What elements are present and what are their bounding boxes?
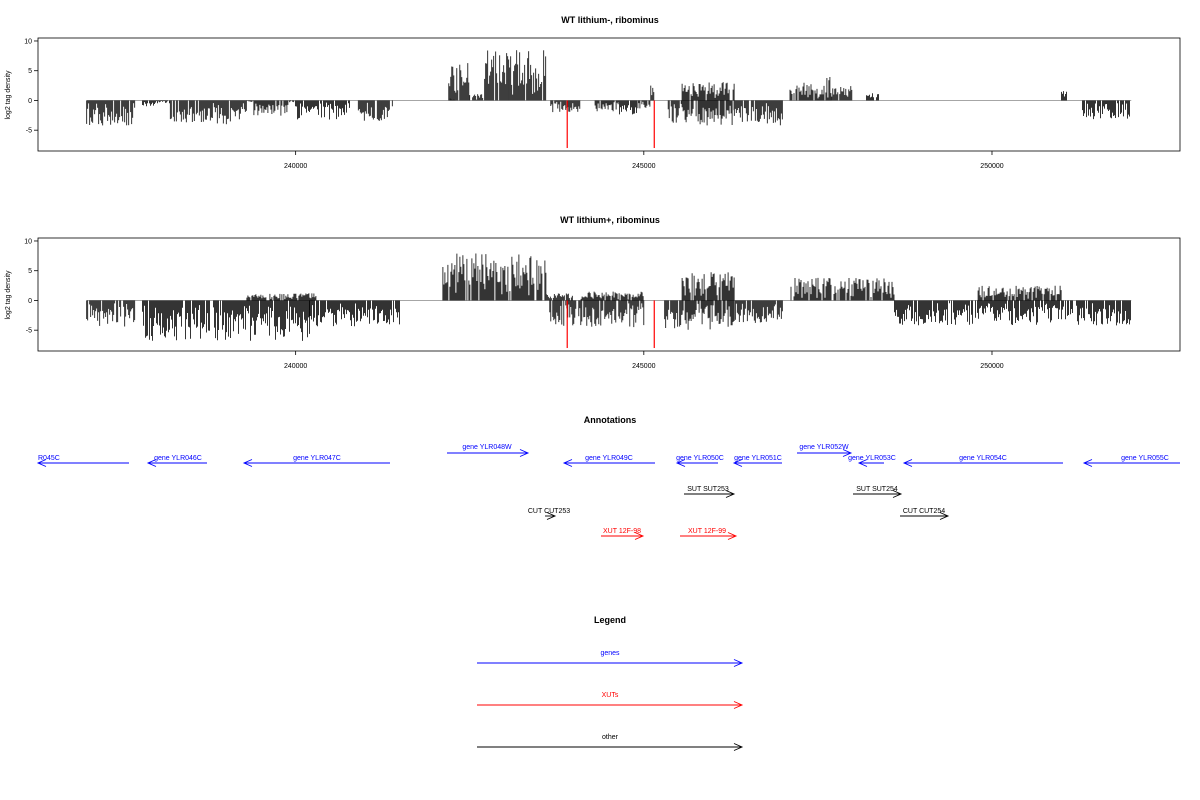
legend-items: genes XUTs other [477, 650, 744, 751]
arrow-head [675, 459, 686, 467]
density-panel-lithium-plus: WT lithium+, ribominus log2 tag density … [5, 215, 1181, 370]
plot-frame [37, 237, 1181, 352]
annotation-label: gene YLR051C [734, 455, 782, 462]
annotation-feature: gene YLR047C [242, 455, 390, 467]
annotation-feature: gene YLR055C [1082, 455, 1180, 467]
y-tick-label: -5 [26, 328, 32, 335]
annotation-label: gene YLR054C [959, 455, 1007, 462]
highlight-marks [566, 300, 655, 349]
annotation-label: SUT SUT253 [687, 486, 729, 493]
legend-item-xuts: XUTs [477, 692, 744, 709]
annotation-label: XUT 12F-98 [603, 528, 641, 535]
y-tick-label: 5 [28, 268, 32, 275]
annotation-label: gene YLR050C [676, 455, 724, 462]
annotation-feature: gene YLR051C [732, 455, 782, 467]
annotation-feature: XUT 12F-98 [601, 528, 645, 540]
y-tick-label: 0 [28, 98, 32, 105]
annotation-feature: gene YLR052W [797, 444, 853, 457]
arrow-head [857, 459, 868, 467]
annotation-label: SUT SUT254 [856, 486, 898, 493]
panel-title: WT lithium-, ribominus [561, 15, 659, 25]
density-bars [86, 253, 1131, 341]
x-axis: 240000 245000 250000 [284, 151, 1004, 170]
arrow-head [733, 743, 744, 751]
annotation-label: gene YLR046C [154, 455, 202, 462]
annotation-label: CUT CUT254 [903, 508, 945, 515]
annotation-feature: XUT 12F-99 [680, 528, 738, 540]
annotation-feature: R045C [36, 455, 129, 467]
annotation-label: gene YLR047C [293, 455, 341, 462]
annotation-feature: SUT SUT254 [853, 486, 903, 498]
density-panel-lithium-minus: WT lithium-, ribominus log2 tag density … [5, 15, 1181, 170]
arrow-head [732, 459, 743, 467]
y-axis-label: log2 tag density [5, 70, 12, 120]
arrow-head [842, 449, 853, 457]
annotation-feature: SUT SUT253 [684, 486, 736, 498]
arrow-head [519, 449, 530, 457]
y-tick-label: 10 [24, 238, 32, 245]
x-axis: 240000 245000 250000 [284, 351, 1004, 370]
y-tick-label: 5 [28, 68, 32, 75]
y-axis-label: log2 tag density [5, 270, 12, 320]
annotations-track: Annotations R045C gene YLR046C gene YLR047… [36, 415, 1180, 540]
legend-item-genes: genes [477, 650, 744, 667]
annotation-feature: gene YLR048W [447, 444, 530, 457]
arrow-head [1082, 459, 1093, 467]
y-axis: 10 5 0 -5 [24, 38, 38, 135]
annotation-feature: gene YLR054C [902, 455, 1063, 467]
arrow-head [562, 459, 573, 467]
annotation-label: gene YLR048W [462, 444, 512, 451]
highlight-marks [566, 100, 655, 149]
arrow-head [902, 459, 913, 467]
plot-frame [37, 37, 1181, 152]
x-tick-label: 245000 [632, 163, 655, 170]
annotation-features: R045C gene YLR046C gene YLR047C gene YLR048… [36, 444, 1180, 540]
density-bars [86, 50, 1130, 126]
annotation-label: R045C [38, 455, 60, 462]
arrow-head [939, 512, 950, 520]
legend-item-other: other [477, 734, 744, 751]
annotation-feature: CUT CUT253 [528, 508, 570, 520]
x-tick-label: 240000 [284, 363, 307, 370]
annotation-feature: gene YLR049C [562, 455, 655, 467]
annotation-feature: gene YLR053C [848, 455, 896, 467]
annotation-feature: CUT CUT254 [900, 508, 950, 520]
x-tick-label: 250000 [980, 363, 1003, 370]
y-tick-label: -5 [26, 128, 32, 135]
annotation-label: gene YLR053C [848, 455, 896, 462]
legend-title: Legend [594, 615, 626, 625]
arrow-head [892, 490, 903, 498]
arrow-head [36, 459, 47, 467]
annotation-feature: gene YLR050C [675, 455, 724, 467]
panel-title: WT lithium+, ribominus [560, 215, 660, 225]
x-tick-label: 250000 [980, 163, 1003, 170]
y-tick-label: 10 [24, 38, 32, 45]
y-axis: 10 5 0 -5 [24, 238, 38, 335]
arrow-head [242, 459, 253, 467]
arrow-head [733, 701, 744, 709]
legend: Legend genes XUTs other [477, 615, 744, 751]
arrow-head [727, 532, 738, 540]
annotations-title: Annotations [584, 415, 637, 425]
arrow-head [546, 512, 557, 520]
arrow-head [146, 459, 157, 467]
annotation-label: gene YLR049C [585, 455, 633, 462]
annotation-label: gene YLR052W [799, 444, 849, 451]
annotation-label: gene YLR055C [1121, 455, 1169, 462]
x-tick-label: 240000 [284, 163, 307, 170]
legend-label: other [602, 734, 619, 741]
arrow-head [733, 659, 744, 667]
legend-label: genes [600, 650, 620, 657]
y-tick-label: 0 [28, 298, 32, 305]
arrow-head [634, 532, 645, 540]
annotation-feature: gene YLR046C [146, 455, 207, 467]
legend-label: XUTs [602, 692, 619, 699]
annotation-label: XUT 12F-99 [688, 528, 726, 535]
arrow-head [725, 490, 736, 498]
x-tick-label: 245000 [632, 363, 655, 370]
annotation-label: CUT CUT253 [528, 508, 570, 515]
